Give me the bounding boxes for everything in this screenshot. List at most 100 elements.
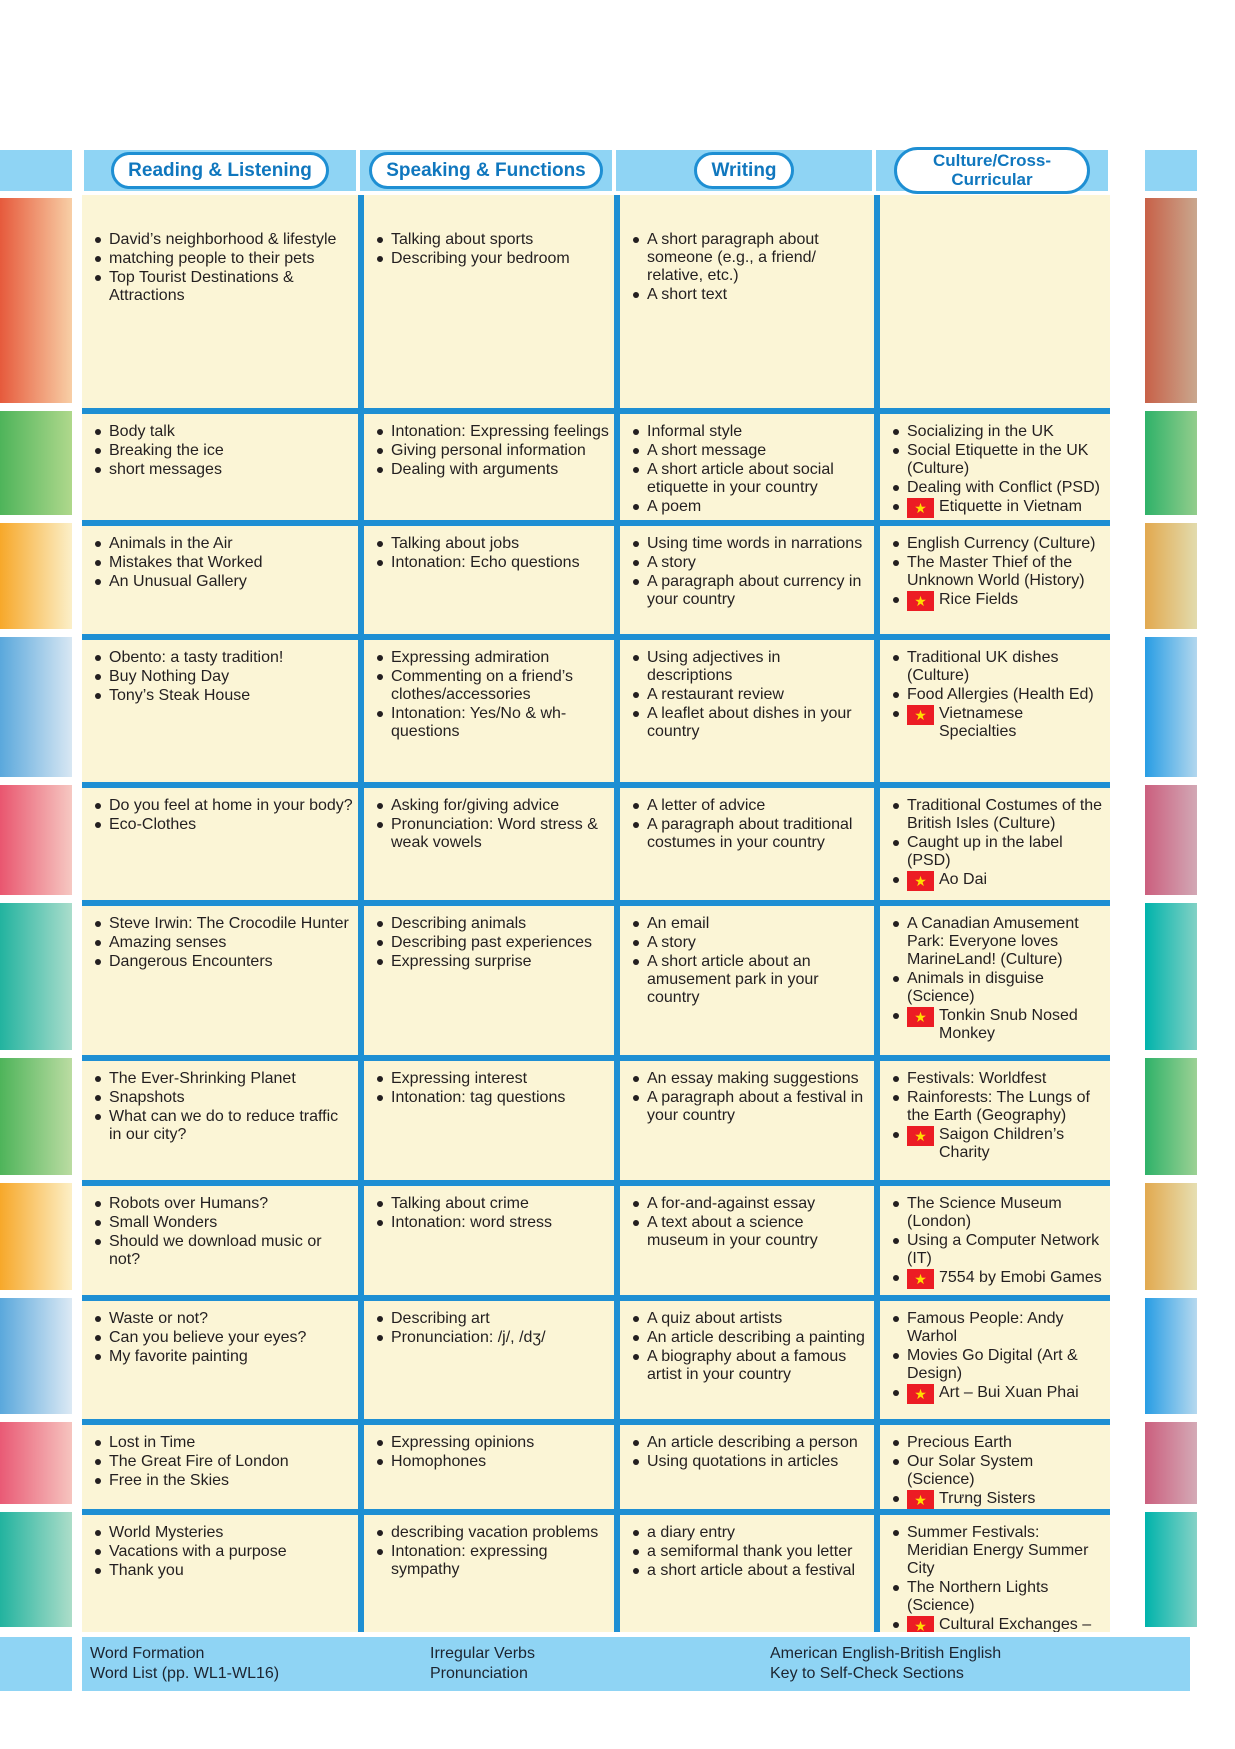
bullet-icon — [892, 498, 907, 516]
cell-writing: A quiz about artists An article describin… — [614, 1301, 874, 1419]
bullet-icon — [632, 1562, 647, 1580]
vietnam-flag-icon: ★ — [907, 1126, 934, 1146]
bullet-icon — [892, 797, 907, 815]
list-item: Do you feel at home in your body? — [94, 797, 353, 815]
list-item-text: Should we download music or not? — [109, 1233, 322, 1268]
bullet-icon — [376, 705, 391, 723]
cell-reading: Steve Irwin: The Crocodile Hunter Amazing… — [82, 906, 358, 1055]
bullet-icon — [892, 1232, 907, 1250]
list-item: A short text — [632, 286, 869, 304]
list-item: a diary entry — [632, 1524, 869, 1542]
cell-speaking: Expressing interest Intonation: tag quest… — [358, 1061, 614, 1180]
column-header-speaking-functions: Speaking & Functions — [369, 152, 603, 189]
bullet-icon — [632, 705, 647, 723]
row-color-band-right — [1145, 1422, 1197, 1504]
list-item-text: A letter of advice — [647, 797, 766, 814]
list-item: An article describing a person — [632, 1434, 869, 1452]
bullet-icon — [892, 834, 907, 852]
cell-speaking: Expressing admiration Commenting on a fri… — [358, 640, 614, 782]
row-cells: Obento: a tasty tradition! Buy Nothing Da… — [82, 634, 1110, 782]
star-icon: ★ — [914, 1492, 927, 1508]
list-item-text: Etiquette in Vietnam — [939, 498, 1082, 515]
bullet-icon — [892, 1453, 907, 1471]
bullet-icon — [376, 1214, 391, 1232]
bullet-icon — [892, 970, 907, 988]
list-item-text: The Ever-Shrinking Planet — [109, 1070, 296, 1087]
bullet-icon — [376, 423, 391, 441]
list-item-text: Dealing with arguments — [391, 461, 559, 478]
bullet-icon — [632, 1524, 647, 1542]
list-item-text: The Great Fire of London — [109, 1453, 289, 1470]
list-item: Intonation: word stress — [376, 1214, 609, 1232]
bullet-icon — [632, 1453, 647, 1471]
bullet-icon — [632, 1434, 647, 1452]
list-item-text: Saigon Children’s Charity — [939, 1126, 1065, 1161]
bullet-icon — [376, 442, 391, 460]
row-cells: David’s neighborhood & lifestyle matching… — [82, 195, 1110, 408]
bullet-icon — [892, 686, 907, 704]
list-item: A paragraph about traditional costumes i… — [632, 816, 869, 852]
bullet-icon — [94, 1070, 109, 1088]
bullet-icon — [892, 1269, 907, 1287]
list-item-text: A short text — [647, 286, 728, 303]
table-row: Lost in Time The Great Fire of London Free… — [0, 1419, 1235, 1509]
vietnam-flag-icon: ★ — [907, 1007, 934, 1027]
list-item: A poem — [632, 498, 869, 516]
bullet-icon — [632, 1089, 647, 1107]
list-item: Waste or not? — [94, 1310, 353, 1328]
row-cells: World Mysteries Vacations with a purpose T… — [82, 1509, 1110, 1632]
row-color-band-right — [1145, 411, 1197, 515]
cell-speaking: describing vacation problems Intonation: … — [358, 1515, 614, 1632]
list-item-text: The Northern Lights (Science) — [907, 1579, 1049, 1614]
row-color-band-left — [0, 637, 72, 777]
list-item: Animals in the Air — [94, 535, 353, 553]
list-item-text: Intonation: expressing sympathy — [391, 1543, 548, 1578]
list-item: Breaking the ice — [94, 442, 353, 460]
list-item: A story — [632, 554, 869, 572]
bullet-icon — [94, 1108, 109, 1126]
list-item: Talking about jobs — [376, 535, 609, 553]
list-item: Amazing senses — [94, 934, 353, 952]
cell-reading: World Mysteries Vacations with a purpose T… — [82, 1515, 358, 1632]
list-item: Food Allergies (Health Ed) — [892, 686, 1105, 704]
footer-item: American English-British English — [770, 1645, 1002, 1662]
list-item-text: Caught up in the label (PSD) — [907, 834, 1063, 869]
row-cells: Body talk Breaking the ice short messages I… — [82, 408, 1110, 520]
cell-writing: A short paragraph about someone (e.g., a… — [614, 195, 874, 408]
bullet-icon — [94, 1524, 109, 1542]
list-item-text: Vietnamese Specialties — [939, 705, 1024, 740]
footer-column-english: American English-British English Key to … — [770, 1644, 1190, 1691]
header-cell-culture: Culture/Cross-Curricular — [874, 147, 1110, 194]
list-item-text: Robots over Humans? — [109, 1195, 269, 1212]
cell-reading: Do you feel at home in your body? Eco-Clo… — [82, 788, 358, 900]
star-icon: ★ — [914, 1271, 927, 1287]
list-item-text: Using time words in narrations — [647, 535, 863, 552]
bullet-icon — [376, 554, 391, 572]
table-header: Reading & Listening Speaking & Functions — [0, 147, 1235, 194]
list-item: Animals in disguise (Science) — [892, 970, 1105, 1006]
list-item: Steve Irwin: The Crocodile Hunter — [94, 915, 353, 933]
list-item: A restaurant review — [632, 686, 869, 704]
list-item-text: A paragraph about a festival in your cou… — [647, 1089, 864, 1124]
list-item-text: a diary entry — [647, 1524, 736, 1541]
star-icon: ★ — [914, 500, 927, 516]
bullet-icon — [892, 423, 907, 441]
list-item: Giving personal information — [376, 442, 609, 460]
list-item: ★ Art – Bui Xuan Phai — [892, 1384, 1105, 1404]
bullet-icon — [892, 1579, 907, 1597]
list-item: ★ Vietnamese Specialties — [892, 705, 1105, 741]
list-item-text: Do you feel at home in your body? — [109, 797, 353, 814]
list-item: ★ Trưng Sisters — [892, 1490, 1105, 1509]
row-color-band-left — [0, 1183, 72, 1290]
list-item-text: Expressing admiration — [391, 649, 550, 666]
bullet-icon — [376, 1453, 391, 1471]
bullet-icon — [632, 686, 647, 704]
bullet-icon — [892, 1070, 907, 1088]
cell-culture: English Currency (Culture) The Master Thi… — [874, 526, 1110, 634]
star-icon: ★ — [914, 873, 927, 889]
list-item-text: An article describing a person — [647, 1434, 858, 1451]
list-item: A for-and-against essay — [632, 1195, 869, 1213]
list-item: a semiformal thank you letter — [632, 1543, 869, 1561]
list-item-text: Dealing with Conflict (PSD) — [907, 479, 1100, 496]
bullet-icon — [94, 953, 109, 971]
